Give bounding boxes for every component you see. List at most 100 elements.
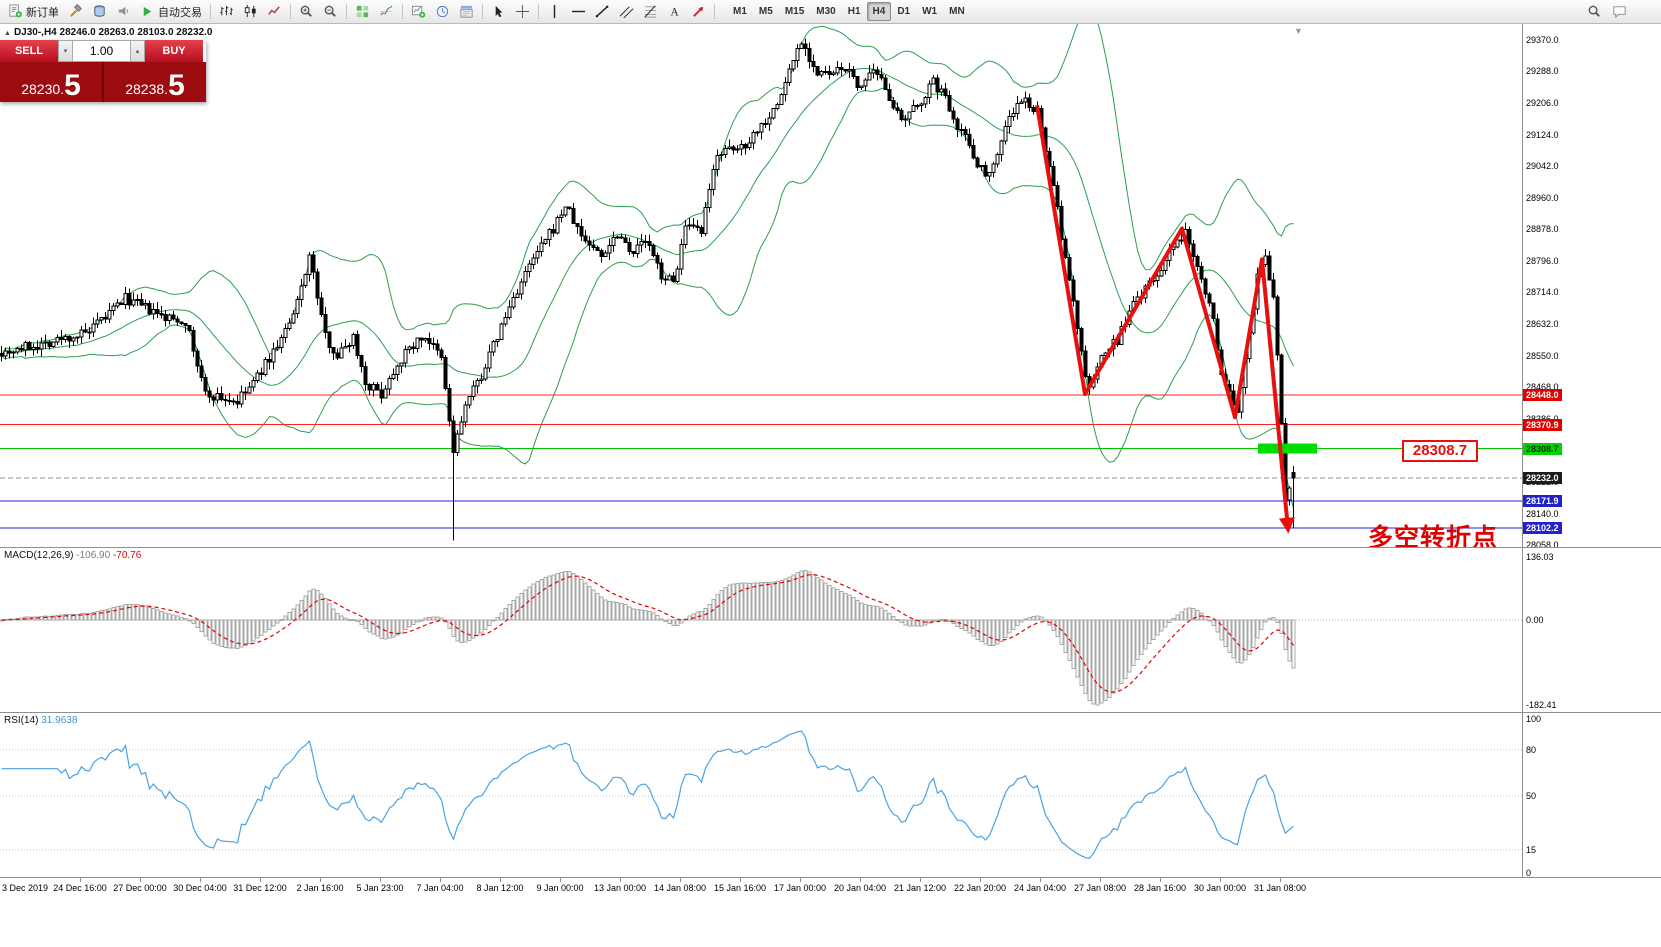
price-callout-label: 28308.7 [1402,440,1478,462]
periods-button[interactable] [431,2,454,22]
macd-axis-label: 136.03 [1526,551,1554,562]
axis-separator [1522,24,1523,878]
time-axis-label: 8 Jan 12:00 [476,883,524,893]
toolbar-separator [402,4,403,19]
timeframe-m1[interactable]: M1 [733,6,747,17]
new-chart-button[interactable] [407,2,430,22]
candle-chart-mode-button[interactable] [239,2,262,22]
chat-icon [1613,6,1626,19]
time-axis-label: 20 Jan 04:00 [833,883,887,893]
macd-value: -106.90 [76,550,111,561]
timeframe-m30[interactable]: M30 [816,6,836,17]
rsi-name: RSI(14) [4,715,39,726]
timeframe-mn[interactable]: MN [949,6,965,17]
cursor-tool-button[interactable] [487,2,510,22]
timeframe-m15[interactable]: M15 [784,6,805,17]
volume-input[interactable] [73,40,130,62]
svg-text:A: A [670,6,679,18]
buy-price-small: 28238. [125,81,169,97]
price-level-badge: 28370.9 [1523,418,1562,431]
price-axis-label: 28878.0 [1526,224,1559,235]
sound-icon [118,6,128,16]
new-order-icon [9,4,22,18]
toolbar-separator [482,4,483,19]
fibonacci-tool-button[interactable] [639,2,662,22]
line-chart-mode-button[interactable] [263,2,286,22]
text-tool-button[interactable]: A [663,2,686,22]
symbol-ohlc-readout: DJ30-,H4 28246.0 28263.0 28103.0 28232.0 [13,27,213,38]
buy-button[interactable]: BUY [145,40,203,62]
chart-shift-marker-icon[interactable]: ▼ [1294,26,1303,36]
crosshair-tool-button[interactable] [511,2,534,22]
macd-signal-value: -70.76 [112,550,142,561]
time-axis-label: 30 Jan 00:00 [1193,883,1247,893]
price-chart-panel: ▲ DJ30-,H4 28246.0 28263.0 28103.0 28232.… [0,24,1522,547]
one-click-trade-panel: SELL ▾ ▴ BUY 28230.5 28238.5 [0,40,206,102]
trendline-tool-button[interactable] [591,2,614,22]
rsi-axis: 100 80 50 15 0 [1523,713,1661,877]
rsi-svg [0,730,1522,860]
zoom-out-icon [324,5,336,17]
timeframe-m5[interactable]: M5 [758,6,773,17]
vertical-line-tool-button[interactable] [543,2,566,22]
time-tick [740,878,741,882]
time-axis-label: 5 Jan 23:00 [356,883,404,893]
time-tick [680,878,681,882]
channel-icon [619,6,634,19]
price-level-badge: 28448.0 [1523,388,1562,401]
community-chat-button[interactable] [1608,2,1631,22]
history-center-button[interactable] [88,2,111,22]
sound-button[interactable] [112,2,135,22]
volume-decrease-button[interactable]: ▾ [58,40,73,62]
price-axis: 29370.0 29288.0 29206.0 29124.0 29042.0 28960… [1523,24,1661,547]
panel-separator[interactable] [0,712,1661,713]
tile-windows-icon [356,5,369,18]
tools-icon [70,4,82,17]
timeframe-w1[interactable]: W1 [922,6,938,17]
price-level-badge: 28102.2 [1523,522,1562,535]
panel-separator[interactable] [0,547,1661,548]
macd-axis: 136.03 0.00 -182.41 [1523,548,1661,712]
auto-trading-button[interactable]: 自动交易 [136,2,206,22]
rsi-axis-label: 100 [1526,714,1542,724]
zoom-out-button[interactable] [319,2,342,22]
time-tick [1100,878,1101,882]
toolbar-separator [714,4,715,19]
time-axis-label: 24 Dec 16:00 [53,883,107,893]
sell-price-box[interactable]: 28230. 5 [0,62,102,102]
horizontal-line-tool-button[interactable] [567,2,590,22]
templates-button[interactable] [455,2,478,22]
bar-chart-mode-button[interactable] [215,2,238,22]
arrows-tool-button[interactable] [687,2,710,22]
zoom-in-icon [300,5,312,17]
macd-caption: MACD(12,26,9) -106.90 -70.76 [4,550,141,561]
buy-price-box[interactable]: 28238. 5 [104,62,206,102]
tile-windows-button[interactable] [351,2,374,22]
timeframe-d1[interactable]: D1 [897,6,911,17]
tools-button[interactable] [64,2,87,22]
time-axis-label: 9 Jan 00:00 [536,883,584,893]
rsi-caption: RSI(14) 31.9638 [4,715,77,726]
channel-tool-button[interactable] [615,2,638,22]
time-axis-label: 27 Dec 00:00 [113,883,167,893]
zoom-in-button[interactable] [295,2,318,22]
toolbar-separator [346,4,347,19]
rsi-panel: RSI(14) 31.9638 [0,713,1522,877]
crosshair-icon [515,4,530,19]
volume-increase-button[interactable]: ▴ [130,40,145,62]
candles-chart-icon [244,4,256,18]
panel-separator[interactable] [0,877,1661,878]
trendline-icon [595,5,609,18]
new-order-button[interactable]: 新订单 [4,2,63,22]
time-tick [860,878,861,882]
search-button[interactable] [1583,2,1606,22]
timeframe-h4[interactable]: H4 [866,2,892,21]
sell-button[interactable]: SELL [0,40,58,62]
macd-axis-label: -182.41 [1526,699,1557,710]
price-chart-svg [0,24,1522,541]
indicators-list-button[interactable] [375,2,398,22]
timeframe-h1[interactable]: H1 [847,6,861,17]
rsi-axis-label: 80 [1526,744,1537,755]
price-axis-label: 29042.0 [1526,161,1559,172]
